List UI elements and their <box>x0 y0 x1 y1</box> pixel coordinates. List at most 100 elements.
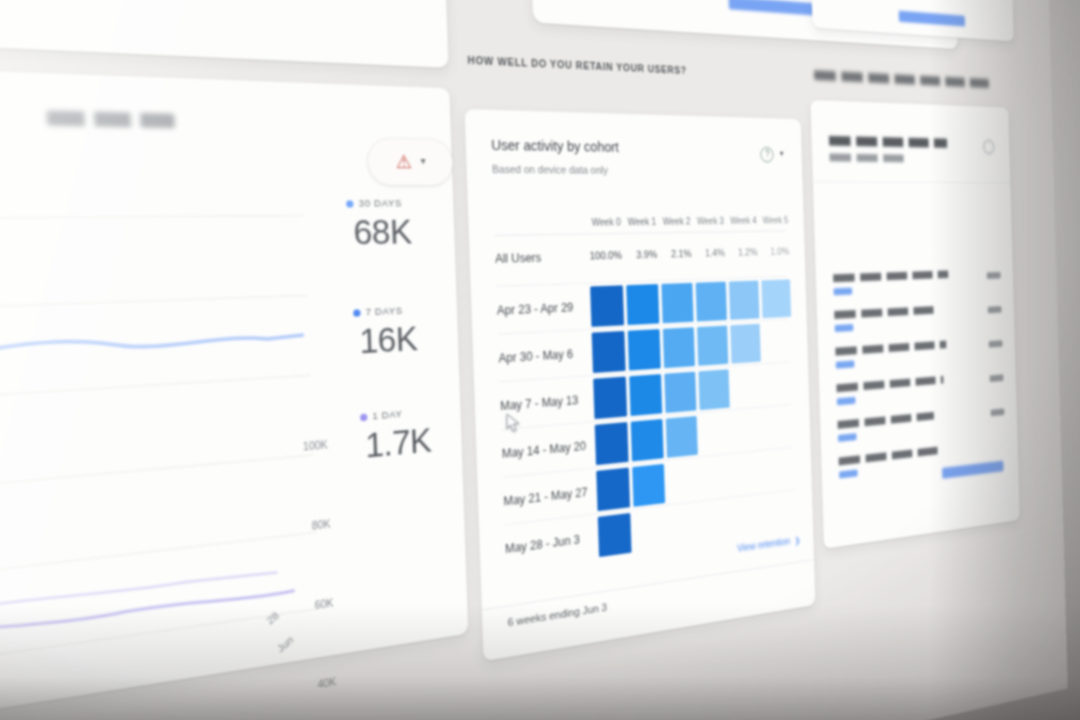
blurred-row-link[interactable] <box>834 324 854 333</box>
blurred-section-header <box>813 70 990 89</box>
all-users-value: 1.4% <box>704 247 726 260</box>
chevron-down-icon: ▾ <box>420 155 426 168</box>
cohort-cell[interactable] <box>626 283 660 325</box>
cohort-footer: 6 weeks ending Jun 3 <box>507 602 608 630</box>
all-users-value: 3.9% <box>635 249 658 262</box>
blurred-card-title <box>828 135 948 148</box>
line-30-days <box>0 330 302 369</box>
y-tick-label: 100K <box>302 439 328 454</box>
legend-dot <box>359 413 368 422</box>
blurred-row-value <box>987 306 1002 314</box>
cohort-row-label: May 28 - Jun 3 <box>504 532 581 556</box>
cohort-row-label: May 21 - May 27 <box>503 484 588 509</box>
card-title: User activity by cohort <box>490 137 620 156</box>
link-arrow-icon: ❯ <box>794 535 801 545</box>
all-users-value: 100.0% <box>589 250 623 263</box>
week-label: Week 0 <box>591 217 621 229</box>
cohort-card: User activity by cohort Based on device … <box>464 109 816 662</box>
blurred-link[interactable] <box>942 460 1004 479</box>
cohort-cell[interactable] <box>695 281 727 322</box>
cohort-cell[interactable] <box>590 284 625 327</box>
week-header-spacer <box>494 229 585 230</box>
blurred-row-value <box>986 271 1001 279</box>
cohort-cell[interactable] <box>728 280 760 320</box>
blurred-row-title <box>838 446 943 466</box>
week-label: Week 4 <box>730 216 757 227</box>
all-users-label: All Users <box>494 250 542 266</box>
blurred-card-label <box>46 110 175 129</box>
week-label: Week 1 <box>627 217 657 229</box>
blurred-row-link[interactable] <box>837 433 857 442</box>
metric-label-7-days: 7 DAYS <box>353 305 403 319</box>
all-users-row[interactable]: All Users 100.0% 3.9% 2.1% 1.4% 1.2% 1.0% <box>494 231 790 281</box>
help-icon: ? <box>760 146 775 162</box>
blurred-row-link[interactable] <box>839 469 858 479</box>
blurred-row-link[interactable] <box>833 287 853 296</box>
cohort-cell[interactable] <box>630 418 664 462</box>
cohort-cell[interactable] <box>627 328 661 371</box>
cohort-cell[interactable] <box>632 463 666 507</box>
data-quality-pill[interactable]: ⚠ ▾ <box>366 137 454 186</box>
top-left-card <box>0 0 449 68</box>
card-subtitle: Based on device data only <box>491 163 609 177</box>
cohort-cell[interactable] <box>597 512 632 557</box>
blurred-row-link[interactable] <box>835 360 855 369</box>
divider <box>812 181 1011 184</box>
week-label: Week 5 <box>762 216 789 227</box>
cohort-cell[interactable] <box>730 323 761 364</box>
blurred-row-value <box>990 408 1005 417</box>
blurred-row-link[interactable] <box>836 396 856 406</box>
metric-label-1-day: 1 DAY <box>359 409 403 424</box>
all-users-value: 1.0% <box>770 246 790 258</box>
cohort-cell[interactable] <box>698 368 730 410</box>
cohort-cell[interactable] <box>696 325 729 366</box>
cohort-cell[interactable] <box>591 330 626 373</box>
card-menu-icon[interactable] <box>982 139 995 155</box>
legend-dot <box>353 309 361 317</box>
warning-icon: ⚠ <box>395 151 413 173</box>
cohort-cell[interactable] <box>662 326 696 368</box>
legend-dot <box>346 200 354 208</box>
y-tick-label: 40K <box>317 676 337 692</box>
card-options[interactable]: ? ▾ <box>750 139 794 170</box>
week-label: Week 2 <box>662 217 691 228</box>
cohort-cell[interactable] <box>596 467 631 511</box>
cohort-cell[interactable] <box>761 278 792 318</box>
y-tick-label: 60K <box>314 598 334 613</box>
blurred-link[interactable] <box>898 10 966 27</box>
active-users-card: 100K80K60K40K20K0 28 Jun ⚠ ▾ 30 DAYS 68K… <box>0 59 469 720</box>
metric-label-30-days: 30 DAYS <box>346 198 402 210</box>
blurred-row-title <box>834 306 938 319</box>
chevron-down-icon: ▾ <box>779 149 784 159</box>
cohort-row-label: Apr 30 - May 6 <box>498 346 574 365</box>
blurred-row-title <box>836 375 944 393</box>
blurred-row-title <box>833 270 949 283</box>
cohort-cell[interactable] <box>661 282 694 323</box>
cohort-row-label: May 14 - May 20 <box>501 438 587 461</box>
cohort-cell[interactable] <box>665 415 698 458</box>
metric-value-7-days: 16K <box>358 319 418 361</box>
blurred-row-value <box>988 340 1003 348</box>
metric-value-1-day: 1.7K <box>364 420 432 465</box>
blurred-card-subtitle <box>829 153 906 163</box>
blurred-row-value <box>989 374 1004 383</box>
cohort-cell[interactable] <box>594 421 629 465</box>
cohort-cell[interactable] <box>593 376 628 419</box>
cohort-cell[interactable] <box>629 373 663 416</box>
metric-value-30-days: 68K <box>352 212 413 252</box>
cohort-cell[interactable] <box>664 371 697 413</box>
y-axis-ticks: 100K80K60K40K20K0 <box>218 440 342 720</box>
section-header-retention: HOW WELL DO YOU RETAIN YOUR USERS? <box>467 54 687 77</box>
all-users-value: 1.2% <box>737 247 758 259</box>
blurred-row-title <box>835 340 947 356</box>
all-users-value: 2.1% <box>670 248 692 261</box>
cohort-row-label: May 7 - May 13 <box>499 392 579 413</box>
week-label: Week 3 <box>696 216 725 228</box>
pages-card <box>810 100 1020 549</box>
y-tick-label: 80K <box>311 519 331 533</box>
cohort-row-label: Apr 23 - Apr 29 <box>496 300 574 318</box>
mouse-cursor <box>506 414 520 432</box>
